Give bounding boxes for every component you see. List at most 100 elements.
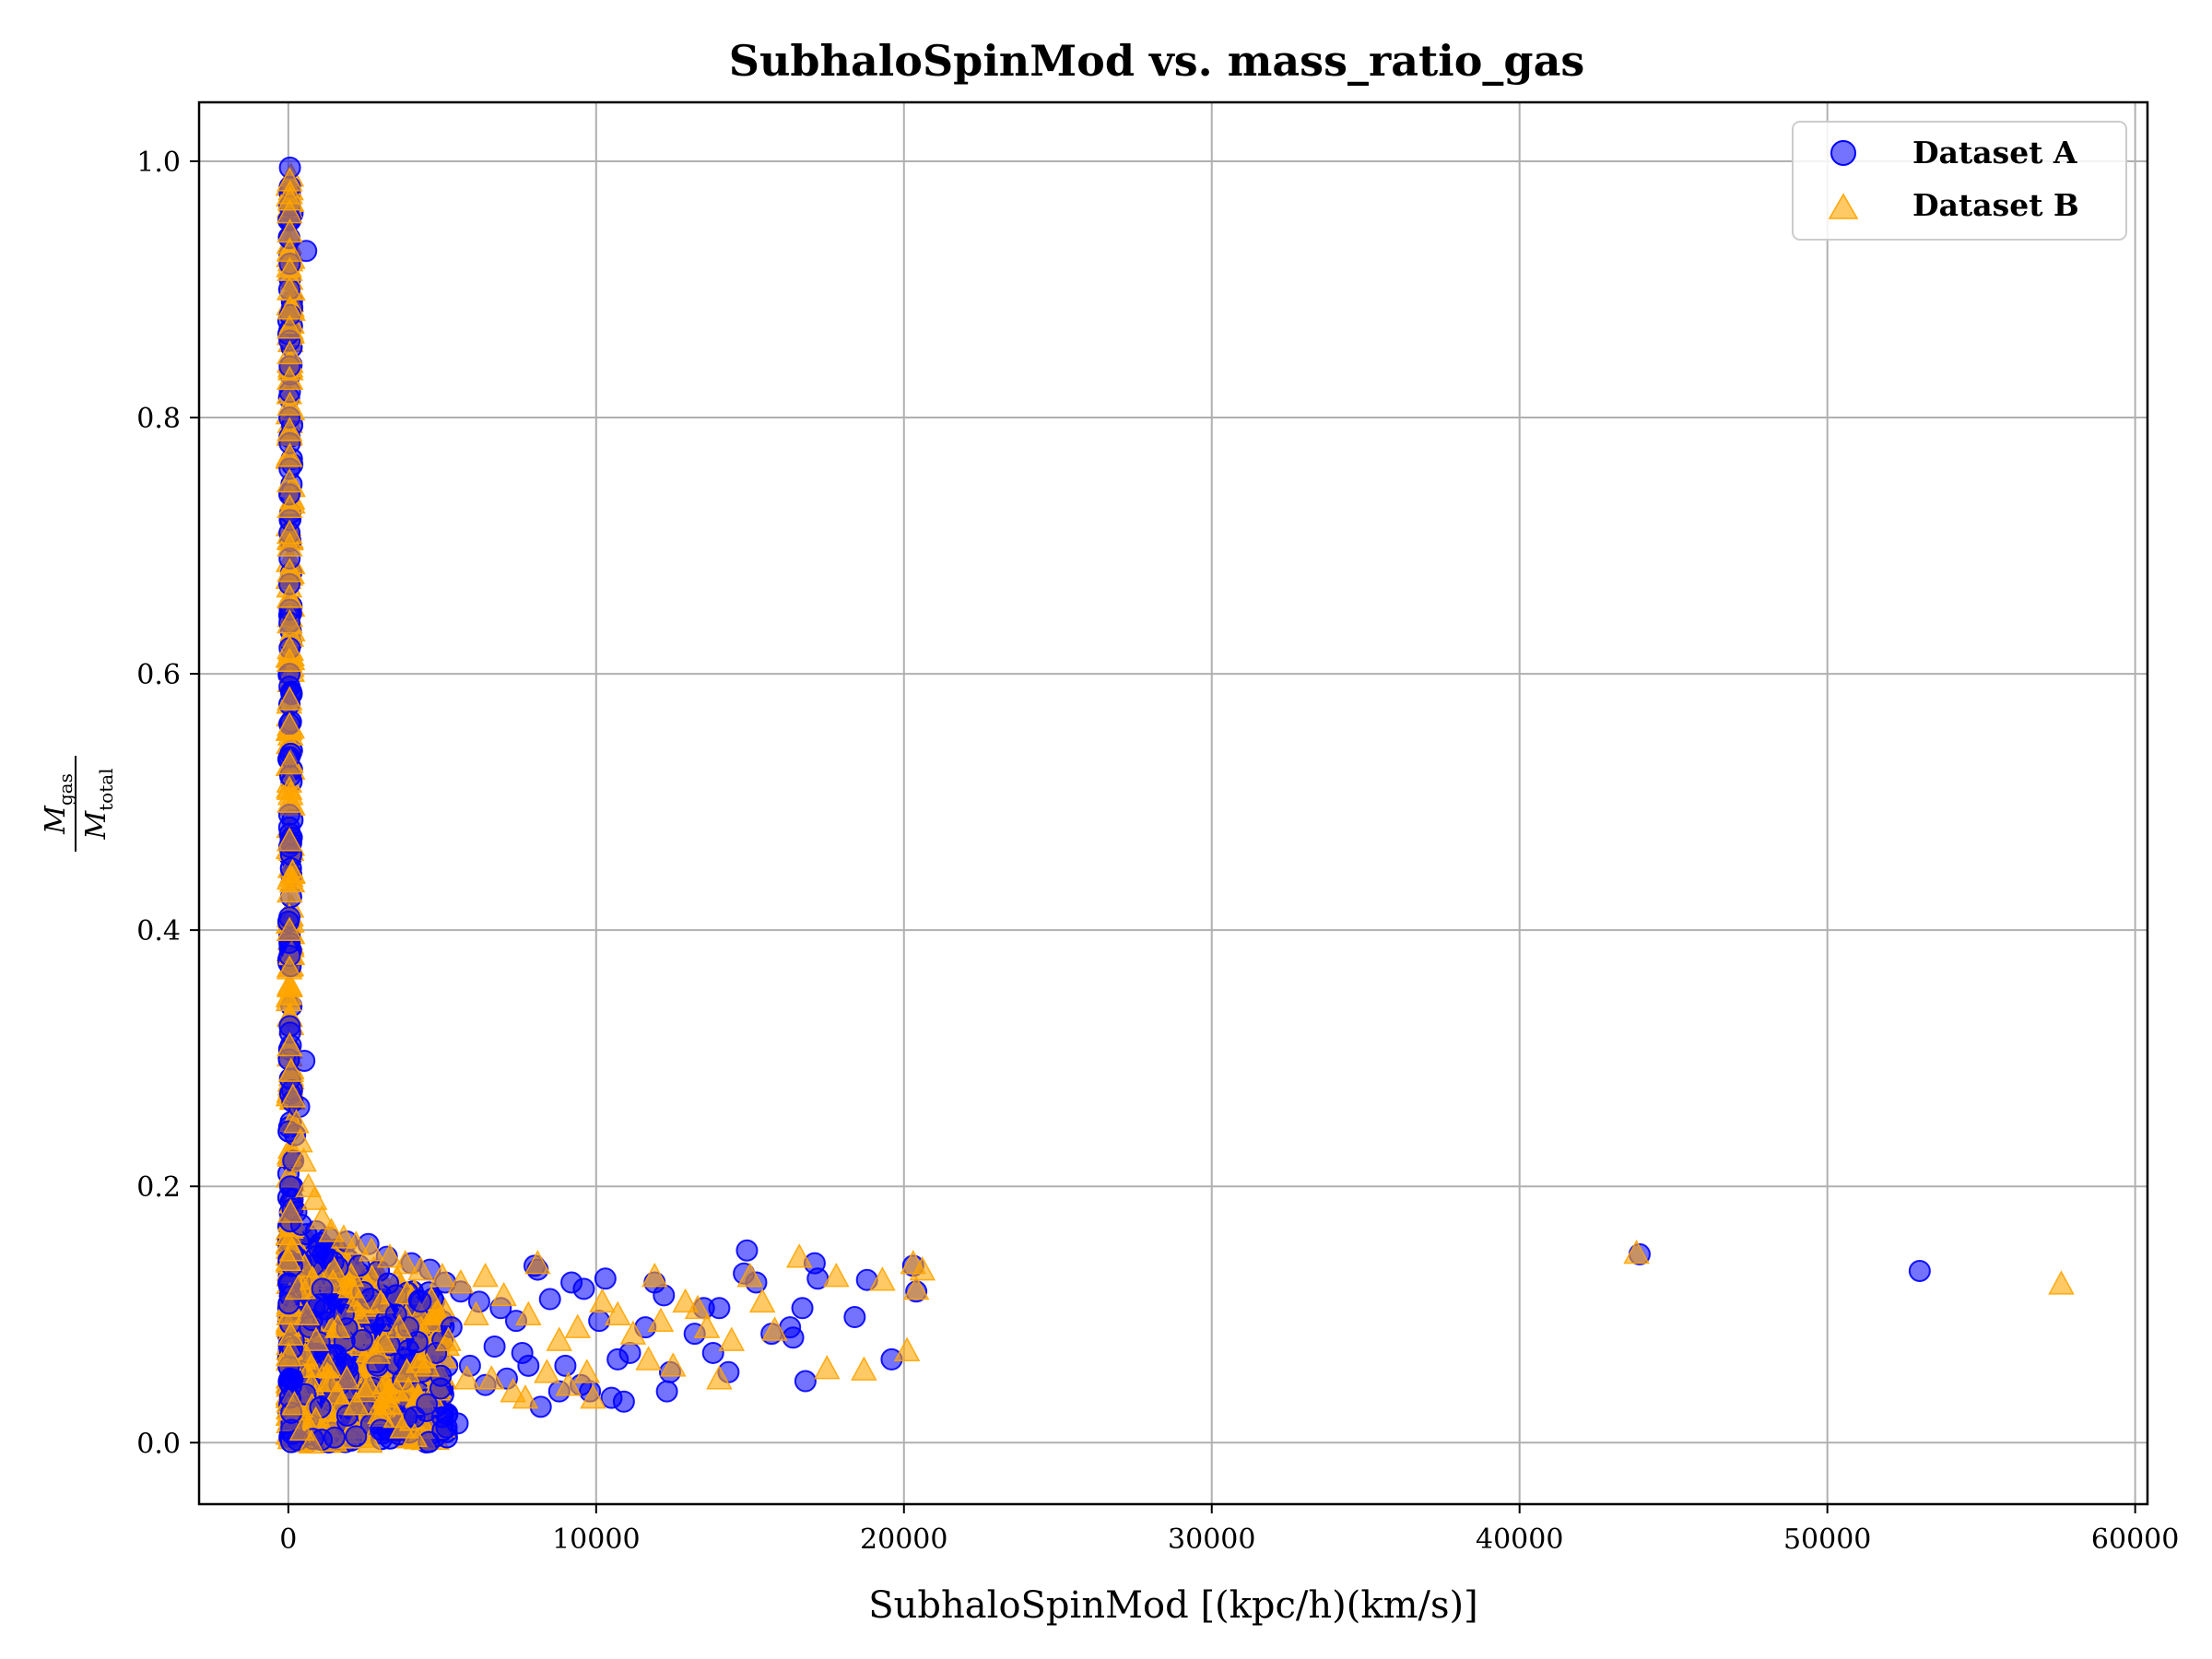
svg-text:Mgas: Mgas bbox=[40, 773, 76, 835]
y-label-denominator-sub: total bbox=[95, 768, 117, 810]
legend-label-dataset-a: Dataset A bbox=[1912, 135, 2077, 171]
y-tick-label: 1.0 bbox=[136, 147, 181, 179]
data-point bbox=[313, 1298, 336, 1321]
data-point bbox=[392, 1250, 419, 1275]
legend: Dataset A Dataset B bbox=[1792, 121, 2127, 241]
y-tick-label: 0.4 bbox=[136, 915, 181, 947]
y-tick-label: 0.8 bbox=[136, 403, 181, 435]
data-point bbox=[693, 1313, 721, 1338]
y-label-numerator: M bbox=[40, 805, 72, 835]
data-point bbox=[334, 1365, 360, 1390]
data-point bbox=[655, 1380, 678, 1403]
points-layer bbox=[275, 156, 2075, 1454]
data-point bbox=[413, 1352, 441, 1377]
data-point bbox=[276, 532, 303, 557]
data-point bbox=[409, 1290, 432, 1313]
data-point bbox=[367, 1288, 394, 1314]
data-point bbox=[761, 1316, 788, 1341]
data-point bbox=[276, 712, 303, 736]
data-point bbox=[324, 1313, 351, 1338]
data-point bbox=[447, 1268, 475, 1294]
data-point bbox=[287, 1127, 313, 1153]
data-point bbox=[2048, 1270, 2075, 1295]
data-point bbox=[278, 1237, 306, 1262]
data-point bbox=[276, 493, 303, 519]
data-point bbox=[718, 1326, 746, 1351]
data-point bbox=[352, 1378, 379, 1403]
data-point bbox=[554, 1354, 577, 1377]
data-point bbox=[276, 608, 303, 634]
series-dataset-b bbox=[276, 167, 2075, 1454]
data-point bbox=[309, 1205, 335, 1230]
legend-marker-dataset-b bbox=[1828, 193, 1859, 219]
data-point bbox=[851, 1356, 877, 1381]
x-tick-label: 30000 bbox=[1168, 1524, 1255, 1556]
y-tick-label: 0.2 bbox=[136, 1171, 181, 1204]
data-point bbox=[902, 1275, 930, 1300]
data-point bbox=[619, 1320, 647, 1345]
data-point bbox=[512, 1384, 539, 1409]
data-point bbox=[580, 1384, 606, 1409]
data-point bbox=[298, 1429, 325, 1454]
data-point bbox=[407, 1255, 434, 1281]
data-point bbox=[701, 1341, 724, 1364]
data-point bbox=[463, 1300, 489, 1326]
x-tick-label: 10000 bbox=[552, 1524, 640, 1556]
data-point bbox=[893, 1336, 921, 1361]
data-point bbox=[277, 1321, 304, 1346]
data-point bbox=[572, 1277, 595, 1300]
legend-marker-dataset-a bbox=[1830, 140, 1856, 166]
data-point bbox=[278, 1367, 301, 1390]
data-point bbox=[276, 442, 303, 467]
data-point bbox=[371, 1370, 399, 1394]
data-point bbox=[351, 1329, 374, 1352]
data-point bbox=[706, 1365, 733, 1390]
data-point bbox=[276, 916, 303, 941]
x-tick-label: 0 bbox=[279, 1524, 297, 1556]
data-point bbox=[276, 314, 303, 339]
data-point bbox=[660, 1352, 687, 1377]
data-point bbox=[672, 1288, 699, 1313]
svg-text:Mtotal: Mtotal bbox=[80, 768, 117, 840]
data-point bbox=[791, 1297, 814, 1320]
data-point bbox=[429, 1262, 456, 1288]
data-point bbox=[276, 558, 303, 582]
x-tick-label: 40000 bbox=[1476, 1524, 1563, 1556]
data-point bbox=[735, 1239, 759, 1262]
data-point bbox=[276, 583, 303, 608]
data-point bbox=[279, 1083, 307, 1108]
data-point bbox=[589, 1288, 616, 1313]
data-point bbox=[377, 1272, 400, 1295]
data-point bbox=[276, 1342, 302, 1367]
series-dataset-a bbox=[277, 156, 1931, 1452]
legend-box bbox=[1792, 121, 2127, 241]
data-point bbox=[430, 1406, 453, 1429]
y-tick-label: 0.0 bbox=[136, 1428, 181, 1460]
data-point bbox=[358, 1237, 385, 1262]
data-point bbox=[376, 1243, 404, 1268]
data-point bbox=[429, 1377, 452, 1400]
data-point bbox=[511, 1341, 534, 1364]
tick-layer: 0 10000 20000 30000 40000 50000 60000 0.0 0.2 0.4… bbox=[136, 147, 2179, 1556]
data-point bbox=[315, 1352, 342, 1377]
data-point bbox=[748, 1288, 776, 1313]
data-point bbox=[276, 391, 303, 416]
data-point bbox=[284, 1275, 312, 1300]
data-point bbox=[869, 1266, 896, 1291]
data-point bbox=[276, 417, 303, 441]
x-tick-label: 50000 bbox=[1783, 1524, 1871, 1556]
data-point bbox=[612, 1390, 635, 1413]
data-point bbox=[290, 1147, 317, 1172]
data-point bbox=[311, 1277, 334, 1300]
data-point bbox=[288, 1416, 316, 1441]
data-point bbox=[538, 1288, 561, 1311]
chart-title: SubhaloSpinMod vs. mass_ratio_gas bbox=[729, 36, 1585, 86]
data-point bbox=[345, 1425, 368, 1448]
data-point bbox=[909, 1255, 936, 1281]
data-point bbox=[293, 1300, 321, 1326]
data-point bbox=[794, 1370, 817, 1393]
data-point bbox=[417, 1307, 443, 1333]
y-label-denominator: M bbox=[80, 810, 112, 841]
grid-layer bbox=[199, 102, 2147, 1504]
